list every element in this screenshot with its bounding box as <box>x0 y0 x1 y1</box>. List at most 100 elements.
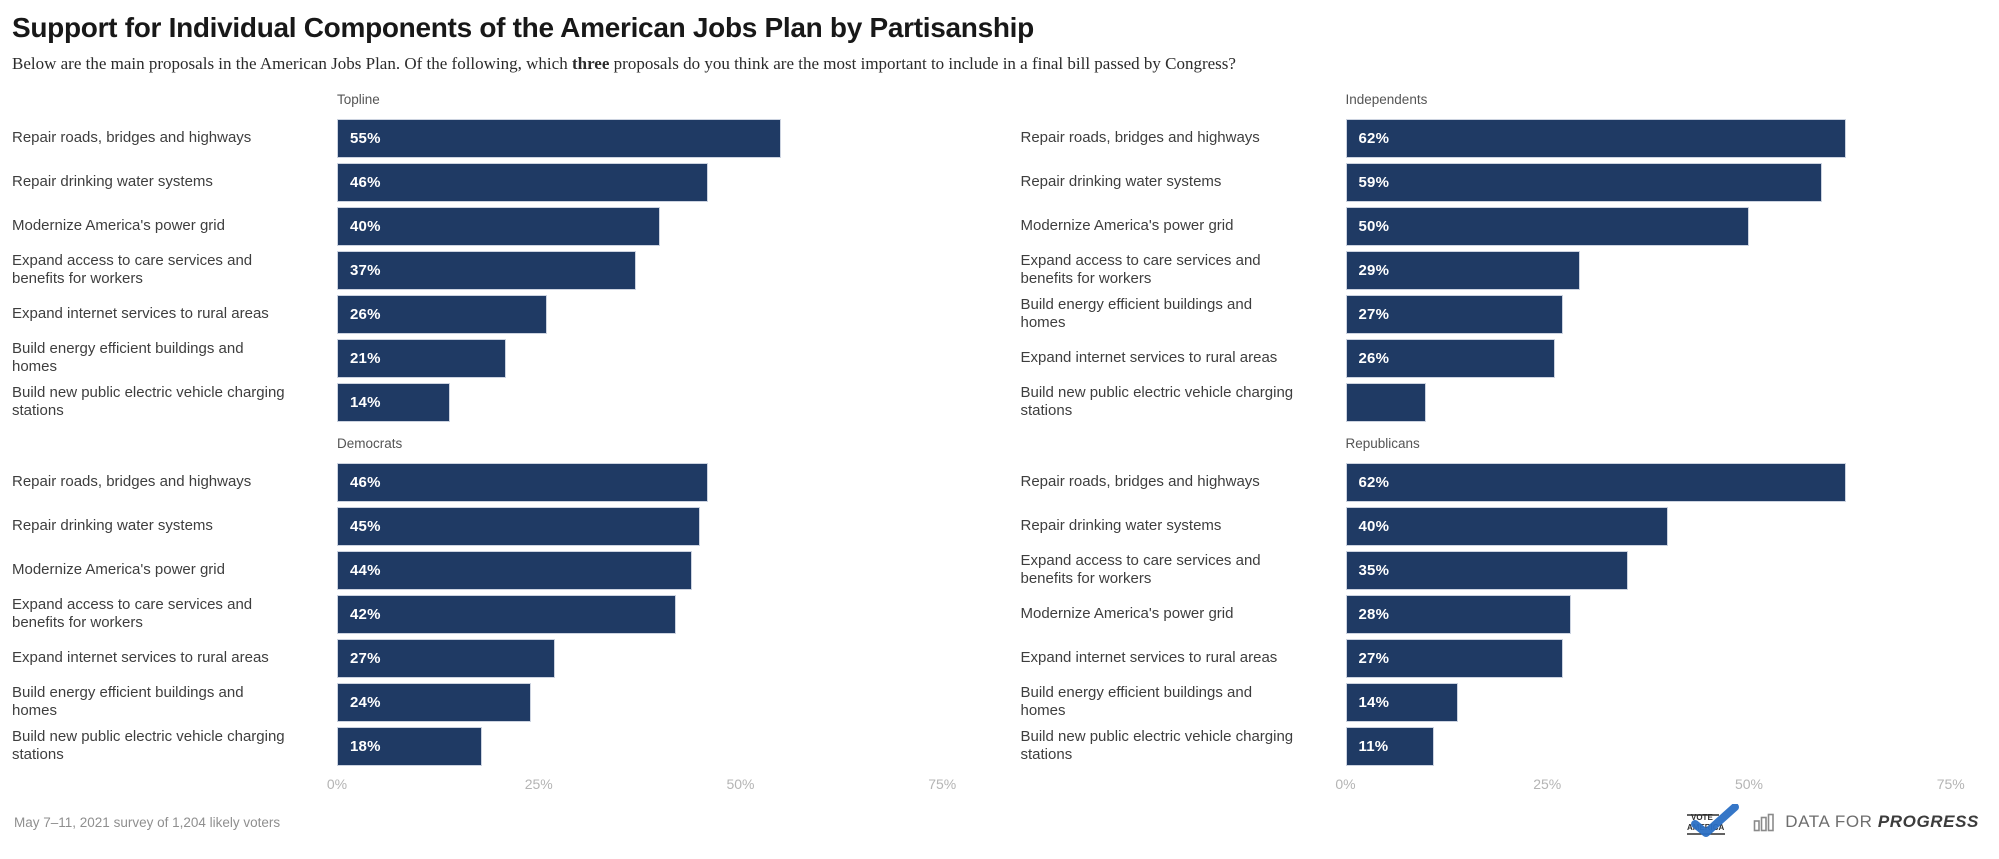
category-label: Repair roads, bridges and highways <box>12 472 252 490</box>
bar-track: 11% <box>1345 726 1984 766</box>
bar-row: Build new public electric vehicle chargi… <box>1021 380 1984 424</box>
bar: 62% <box>1345 462 1846 502</box>
axis-tick-0: 0% <box>326 776 348 792</box>
bar-row: Expand internet services to rural areas 2… <box>12 292 975 336</box>
bar-value-label: 59% <box>1358 173 1390 191</box>
bar-value-label: 45% <box>350 517 381 535</box>
category-label: Expand internet services to rural areas <box>12 648 269 666</box>
bar-track: 26% <box>337 294 975 334</box>
bar: 21% <box>337 338 507 378</box>
bar-track: 50% <box>1345 206 1984 246</box>
bar-value-label: 46% <box>350 473 381 491</box>
category-label: Expand internet services to rural areas <box>1020 648 1278 666</box>
chart-subtitle: Below are the main proposals in the Amer… <box>12 54 1983 74</box>
bar-rows: Repair roads, bridges and highways 46% Rep… <box>12 460 975 768</box>
bar-row: Repair drinking water systems 45% <box>12 504 975 548</box>
bar-value-label: 44% <box>350 561 381 579</box>
brand-bold: PROGRESS <box>1877 812 1979 831</box>
bar-row: Modernize America's power grid 44% <box>12 548 975 592</box>
category-label: Expand access to care services and benef… <box>12 251 253 287</box>
bar-chart-icon <box>1753 813 1775 832</box>
axis-tick-75: 75% <box>928 776 957 792</box>
panel-independents: Independents Repair roads, bridges and h… <box>1021 92 1984 424</box>
bar-row: Repair roads, bridges and highways 55% <box>12 116 975 160</box>
bar: 45% <box>337 506 701 546</box>
bar: 40% <box>1345 506 1669 546</box>
category-label: Build energy efficient buildings and hom… <box>12 339 244 375</box>
vote-america-logo: VOTE AMERICA <box>1685 804 1743 840</box>
bar-row: Expand access to care services and benef… <box>12 248 975 292</box>
bar-value-label: 24% <box>350 693 381 711</box>
panel-title: Democrats <box>337 436 403 451</box>
category-label: Build energy efficient buildings and hom… <box>1020 295 1253 331</box>
axis-tick-75: 75% <box>1936 776 1965 792</box>
panel-title: Topline <box>337 92 380 107</box>
svg-text:VOTE: VOTE <box>1691 813 1713 822</box>
bar: 27% <box>1345 638 1564 678</box>
category-label: Repair roads, bridges and highways <box>12 128 252 146</box>
bar-value-label: 37% <box>350 261 381 279</box>
bar-row: Modernize America's power grid 40% <box>12 204 975 248</box>
category-label: Expand access to care services and benef… <box>12 595 253 631</box>
bar-row: Repair roads, bridges and highways 62% <box>1021 116 1984 160</box>
bar-rows: Repair roads, bridges and highways 62% Rep… <box>1021 116 1984 424</box>
bar: 44% <box>337 550 693 590</box>
bar: 27% <box>337 638 555 678</box>
bar-row: Build new public electric vehicle chargi… <box>12 724 975 768</box>
category-label: Repair drinking water systems <box>1020 516 1222 534</box>
bar-value-label: 40% <box>1358 517 1390 535</box>
subtitle-suffix: proposals do you think are the most impo… <box>609 54 1236 73</box>
chart-page: Support for Individual Components of the… <box>12 12 1983 840</box>
bar: 37% <box>337 250 636 290</box>
subtitle-bold-word: three <box>571 54 610 73</box>
bar-value-label: 62% <box>1358 473 1390 491</box>
category-label: Modernize America's power grid <box>1020 604 1234 622</box>
bar-track: 28% <box>1345 594 1984 634</box>
bar-value-label: 46% <box>350 173 381 191</box>
axis-tick-50: 50% <box>726 776 755 792</box>
bar: 40% <box>337 206 660 246</box>
bar: 28% <box>1345 594 1572 634</box>
category-label: Build new public electric vehicle chargi… <box>1020 383 1294 419</box>
bar: 59% <box>1345 162 1822 202</box>
bar-value-label: 26% <box>1358 349 1390 367</box>
bar: 11% <box>1345 726 1435 766</box>
bar-track: 14% <box>1345 682 1984 722</box>
bar: 35% <box>1345 550 1628 590</box>
bar-track: 59% <box>1345 162 1984 202</box>
bar: 50% <box>1345 206 1749 246</box>
bar-value-label: 27% <box>1358 305 1390 323</box>
category-label: Expand internet services to rural areas <box>12 304 269 322</box>
category-label: Modernize America's power grid <box>12 560 225 578</box>
bar-value-label: 35% <box>1358 561 1390 579</box>
svg-text:AMERICA: AMERICA <box>1687 823 1725 832</box>
bar: 18% <box>337 726 483 766</box>
bar-row: Build energy efficient buildings and hom… <box>12 680 975 724</box>
bar-track: 24% <box>337 682 975 722</box>
bar-track: 18% <box>337 726 975 766</box>
chart-grid: Topline Repair roads, bridges and highwa… <box>12 92 1983 800</box>
brand-prefix: DATA FOR <box>1785 812 1878 831</box>
category-label: Expand access to care services and benef… <box>1020 251 1261 287</box>
bar-row: Expand access to care services and benef… <box>1021 548 1984 592</box>
category-label: Repair drinking water systems <box>12 516 213 534</box>
bar-track: 45% <box>337 506 975 546</box>
axis-tick-25: 25% <box>1533 776 1562 792</box>
bar: 27% <box>1345 294 1564 334</box>
page-title: Support for Individual Components of the… <box>12 12 1034 43</box>
bar-track: 40% <box>337 206 975 246</box>
bar-row: Expand access to care services and benef… <box>1021 248 1984 292</box>
bar-row: Expand access to care services and benef… <box>12 592 975 636</box>
x-axis: 0% 25% 50% 75% <box>327 776 975 800</box>
bar-track: 27% <box>337 638 975 678</box>
axis-tick-0: 0% <box>1335 776 1356 792</box>
bar-row: Repair drinking water systems 40% <box>1021 504 1984 548</box>
bar-value-label: 21% <box>350 349 381 367</box>
bar-track <box>1345 382 1984 422</box>
bar-value-label: 26% <box>350 305 381 323</box>
bar-row: Modernize America's power grid 50% <box>1021 204 1984 248</box>
bar-value-label: 14% <box>350 393 381 411</box>
bar-value-label: 42% <box>350 605 381 623</box>
category-label: Expand access to care services and benef… <box>1020 551 1261 587</box>
bar-value-label: 18% <box>350 737 381 755</box>
